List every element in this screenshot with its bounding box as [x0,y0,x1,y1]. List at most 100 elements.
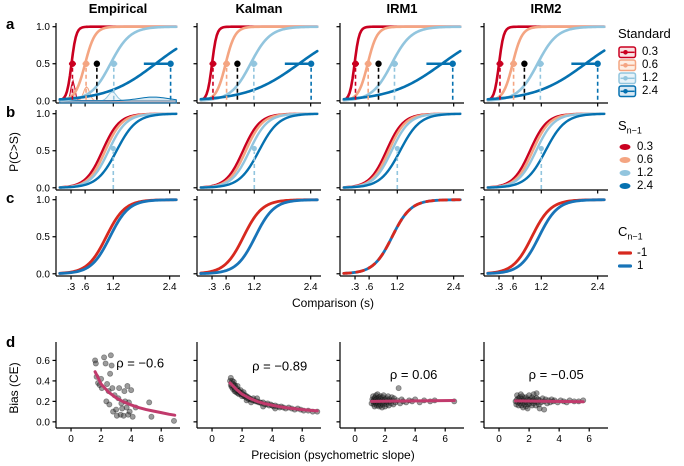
legend-item-0.6: 0.6 [618,59,684,72]
legend-item-2.4: 2.4 [618,85,684,98]
legend-cn1-title: Cn−1 [618,224,643,242]
legend-standard-items: 0.3 0.6 1.2 2.4 [618,46,684,98]
svg-text:0.2: 0.2 [36,397,50,408]
svg-text:0.5: 0.5 [36,146,50,157]
svg-text:0.6: 0.6 [36,356,50,367]
panel-d-empirical: 0 2 4 6 0.0 0.2 0.4 0.6 ρ = −0.6 [36,342,180,445]
svg-text:0.0: 0.0 [36,269,50,280]
svg-text:.6: .6 [365,282,374,293]
panel-d-kalman: 0 2 4 6 ρ = −0.89 [193,342,321,445]
line-key-icon [618,251,632,255]
legend-item-label: 0.3 [637,140,653,153]
legend-sn1-title: Sn−1 [618,118,642,136]
panel-a-kalman [193,23,321,107]
svg-text:4: 4 [269,434,275,445]
panel-c-kalman: .3 .6 1.2 2.4 [193,196,321,293]
legend-item-label: 0.6 [637,153,653,166]
panel-a-irm1 [336,23,464,107]
panel-a-empirical: 0.0 0.5 1.0 [36,22,180,107]
row-label-b: b [6,104,16,121]
svg-text:6: 6 [442,434,448,445]
svg-text:6: 6 [586,434,592,445]
legend-item--1: -1 [618,247,684,260]
column-title-kalman: Kalman [235,1,283,16]
svg-text:2.4: 2.4 [447,282,461,293]
svg-text:2.4: 2.4 [304,282,318,293]
svg-text:2.4: 2.4 [591,282,605,293]
svg-text:0.0: 0.0 [36,96,50,107]
legend-cn1: Cn−1 -1 1 [618,224,684,273]
panel-b-kalman [193,110,321,194]
point-key-icon [619,183,631,190]
y-axis-label-pcs: P(C>S) [7,132,21,172]
svg-text:4: 4 [412,434,418,445]
standard-key-icon [618,59,637,72]
panel-b-irm2 [480,110,608,194]
legend-item-label: 0.3 [642,46,658,58]
row-label-c: c [6,190,15,207]
legend-item-label: -1 [637,246,648,259]
point-key-icon [619,144,631,151]
point-key-icon [619,157,631,164]
legend-item-label: 1.2 [642,72,658,84]
svg-text:0.0: 0.0 [36,183,50,194]
svg-text:4: 4 [128,434,134,445]
svg-text:2: 2 [239,434,245,445]
svg-text:.6: .6 [222,282,231,293]
standard-key-icon [618,46,637,59]
svg-text:.3: .3 [208,282,217,293]
svg-text:1.2: 1.2 [534,282,548,293]
panel-b-irm1 [336,110,464,194]
legend-item-label: 2.4 [642,85,658,97]
legend-item-2.4: 2.4 [618,180,684,193]
legend-item-label: 1 [637,259,644,272]
svg-text:1.2: 1.2 [390,282,404,293]
svg-text:.3: .3 [495,282,504,293]
svg-text:.3: .3 [351,282,360,293]
x-axis-label-comparison: Comparison (s) [291,296,375,310]
svg-text:4: 4 [556,434,562,445]
panel-d-irm2: 0 2 4 6 ρ = −0.05 [480,342,608,445]
legend-item-label: 1.2 [637,166,653,179]
legend-cn1-items: -1 1 [618,247,684,273]
panel-c-irm1: .3 .6 1.2 2.4 [336,196,464,293]
row-label-d: d [6,334,16,351]
panel-c-empirical: .3 .6 1.2 2.4 0.0 0.5 1.0 [36,195,180,293]
panel-b-empirical: 0.0 0.5 1.0 [36,109,180,194]
svg-text:.6: .6 [509,282,518,293]
svg-text:1.2: 1.2 [247,282,261,293]
legend-item-1.2: 1.2 [618,167,684,180]
y-axis-label-bias: Bias (CE) [7,362,21,414]
svg-text:1.2: 1.2 [106,282,120,293]
svg-text:1.0: 1.0 [36,22,50,33]
svg-text:0.0: 0.0 [36,417,50,428]
column-title-empirical: Empirical [88,1,148,16]
panel-a-irm2 [480,23,608,107]
column-title-irm2: IRM2 [530,1,562,16]
svg-text:1.0: 1.0 [36,195,50,206]
svg-text:2.4: 2.4 [163,282,177,293]
point-key-icon [619,170,631,177]
rho-annotation: ρ = 0.06 [390,367,438,382]
legend-sn1: Sn−1 0.3 0.6 1.2 2.4 [618,118,684,193]
legend-item-1: 1 [618,260,684,273]
svg-text:0.5: 0.5 [36,232,50,243]
column-title-irm1: IRM1 [386,1,418,16]
svg-text:2: 2 [98,434,104,445]
svg-text:0: 0 [68,434,74,445]
svg-text:0: 0 [209,434,215,445]
svg-text:0.5: 0.5 [36,59,50,70]
svg-text:2: 2 [382,434,388,445]
legend-item-1.2: 1.2 [618,72,684,85]
legend-item-0.6: 0.6 [618,154,684,167]
svg-text:.3: .3 [67,282,76,293]
legend-item-label: 0.6 [642,59,658,71]
legend-sn1-items: 0.3 0.6 1.2 2.4 [618,141,684,193]
standard-key-icon [618,72,637,85]
rho-annotation: ρ = −0.6 [116,356,164,371]
svg-text:0.4: 0.4 [36,376,50,387]
svg-text:1.0: 1.0 [36,109,50,120]
legend-standard: Standard 0.3 0.6 1.2 2.4 [618,26,684,98]
legend-item-label: 2.4 [637,179,653,192]
